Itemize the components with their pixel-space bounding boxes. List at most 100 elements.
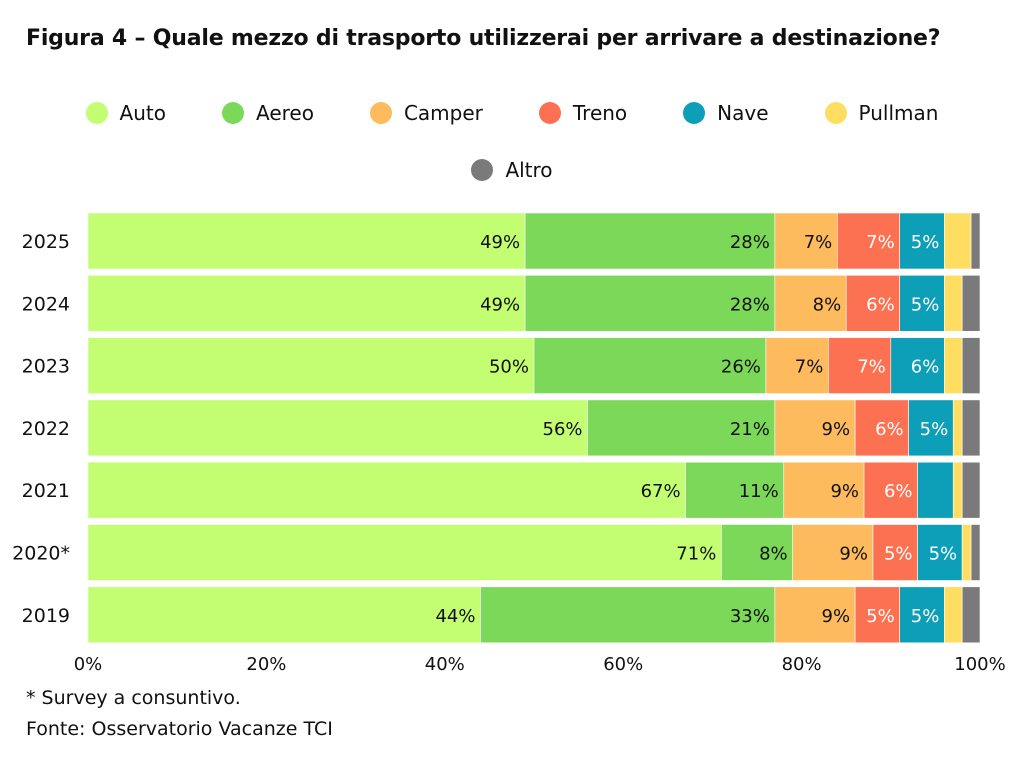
data-label-aereo: 26%: [721, 357, 761, 378]
bar-segment-treno: [854, 586, 901, 644]
legend-label-camper: Camper: [403, 101, 483, 125]
legend-item-aereo: Aereo: [221, 101, 314, 125]
legend-swatch-camper: [369, 102, 392, 124]
legend-label-pullman: Pullman: [858, 101, 939, 125]
bar-segment-aereo: [721, 524, 793, 581]
bar-segment-aereo: [524, 212, 776, 270]
x-tick-label: 0%: [74, 654, 103, 675]
bar-row-2019: 44% 33% 9% 5% 5%: [87, 586, 981, 644]
legend-swatch-pullman: [824, 102, 847, 124]
data-label-treno: 7%: [866, 232, 895, 253]
legend-label-nave: Nave: [717, 101, 769, 125]
bar-segment-camper: [774, 212, 838, 270]
legend-item-treno: Treno: [538, 101, 628, 125]
x-tick-label: 80%: [782, 654, 822, 675]
legend-label-aereo: Aereo: [255, 101, 314, 125]
bar-segment-nave: [908, 399, 954, 457]
bar-segment-altro: [961, 274, 981, 332]
bar-segment-pullman: [944, 337, 963, 394]
bar-segment-aereo: [480, 586, 776, 644]
legend-row-1: Auto Aereo Camper Treno Nave Pullman: [0, 101, 1024, 125]
legend-label-altro: Altro: [505, 158, 553, 182]
bar-segment-nave: [890, 337, 945, 394]
data-label-auto: 49%: [480, 232, 520, 253]
data-label-treno: 5%: [884, 544, 913, 565]
data-label-auto: 50%: [489, 357, 529, 378]
category-label: 2025: [22, 231, 70, 253]
data-label-camper: 9%: [839, 544, 868, 565]
data-label-auto: 56%: [543, 419, 583, 440]
data-label-camper: 7%: [795, 357, 824, 378]
data-label-aereo: 28%: [730, 294, 770, 315]
data-label-treno: 6%: [884, 481, 913, 502]
data-label-nave: 5%: [911, 606, 940, 627]
bar-segment-nave: [899, 586, 945, 644]
bar-row-2023: 50% 26% 7% 7% 6%: [87, 337, 981, 394]
legend-swatch-nave: [683, 102, 706, 124]
data-label-treno: 5%: [866, 606, 895, 627]
bar-segment-treno: [828, 337, 892, 394]
category-label: 2019: [22, 605, 70, 627]
bar-segment-treno: [854, 399, 909, 457]
legend-item-altro: Altro: [471, 158, 553, 182]
bar-segment-pullman: [944, 212, 972, 270]
bar-segment-treno: [836, 212, 901, 270]
bar-segment-auto: [87, 212, 526, 270]
x-tick-label: 60%: [603, 654, 643, 675]
bar-segment-altro: [961, 337, 981, 394]
bar-segment-pullman: [944, 274, 963, 332]
legend-label-treno: Treno: [572, 101, 628, 125]
bar-segment-auto: [87, 274, 526, 332]
data-label-camper: 9%: [822, 419, 851, 440]
footnote-note: * Survey a consuntivo.: [26, 687, 241, 709]
bar-segment-nave: [899, 274, 945, 332]
bar-segment-treno: [863, 461, 918, 519]
data-label-nave: 6%: [911, 357, 940, 378]
x-tick-label: 100%: [954, 654, 1005, 675]
bar-segment-aereo: [524, 274, 776, 332]
bar-segment-altro: [961, 461, 981, 519]
bar-segment-camper: [774, 586, 856, 644]
category-label: 2021: [22, 480, 70, 502]
bar-segment-aereo: [587, 399, 776, 457]
data-label-camper: 7%: [804, 232, 833, 253]
legend-item-auto: Auto: [85, 101, 166, 125]
category-label: 2024: [22, 293, 70, 315]
legend-row-2: Altro: [0, 158, 1024, 182]
x-tick-label: 40%: [425, 654, 465, 675]
legend-item-nave: Nave: [683, 101, 769, 125]
bar-row-2020-: 71% 8% 9% 5% 5%: [87, 524, 981, 581]
bar-segment-treno: [872, 524, 918, 581]
bar-segment-altro: [970, 212, 981, 270]
data-label-nave: 5%: [911, 294, 940, 315]
bar-row-2022: 56% 21% 9% 6% 5%: [87, 399, 981, 457]
data-label-treno: 6%: [875, 419, 904, 440]
bar-segment-pullman: [961, 524, 972, 581]
bar-segment-camper: [783, 461, 865, 519]
category-label: 2020*: [12, 543, 70, 565]
bar-segment-altro: [961, 399, 981, 457]
legend-swatch-altro: [471, 159, 494, 181]
bar-segment-nave: [917, 524, 963, 581]
bar-segment-altro: [961, 586, 981, 644]
bar-segment-nave: [917, 461, 954, 519]
data-label-treno: 7%: [857, 357, 886, 378]
footnote-source: Fonte: Osservatorio Vacanze TCI: [26, 718, 333, 740]
bar-segment-camper: [774, 399, 856, 457]
bar-segment-camper: [765, 337, 829, 394]
data-label-auto: 71%: [676, 544, 716, 565]
data-label-auto: 49%: [480, 294, 520, 315]
bar-segment-aereo: [533, 337, 767, 394]
category-label: 2023: [22, 356, 70, 378]
bar-row-2025: 49% 28% 7% 7% 5%: [87, 212, 981, 270]
data-label-camper: 9%: [830, 481, 859, 502]
data-label-nave: 5%: [920, 419, 949, 440]
bar-segment-pullman: [952, 461, 963, 519]
bar-segment-auto: [87, 461, 686, 519]
bar-segment-nave: [899, 212, 945, 270]
data-label-nave: 5%: [911, 232, 940, 253]
bar-row-2021: 67% 11% 9% 6%: [87, 461, 981, 519]
bar-segment-pullman: [944, 586, 963, 644]
bar-segment-altro: [970, 524, 981, 581]
